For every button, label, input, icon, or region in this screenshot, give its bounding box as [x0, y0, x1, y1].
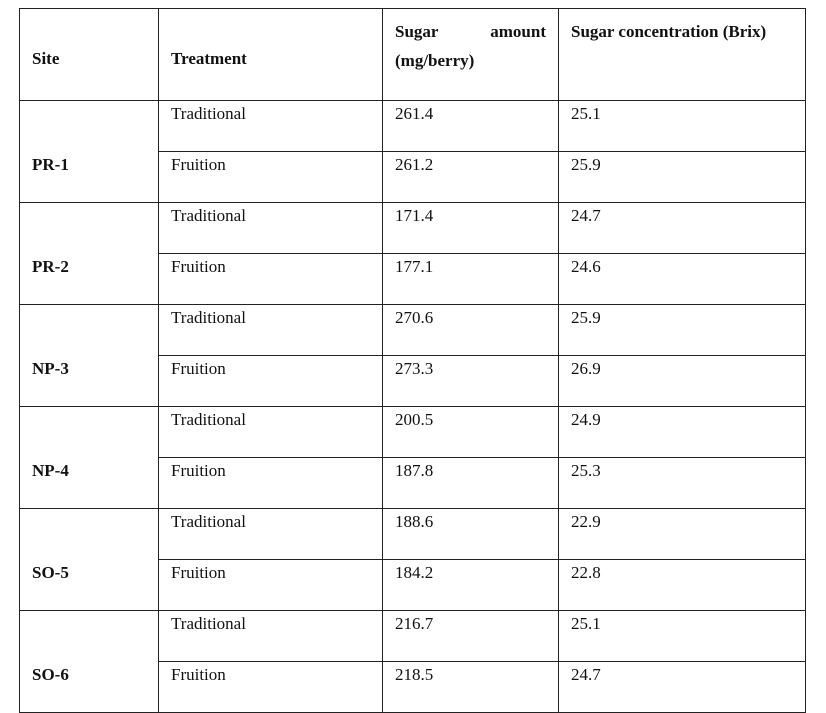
amount-cell: 261.2: [382, 151, 559, 203]
amount-cell: 216.7: [382, 610, 559, 662]
brix-cell: 22.9: [558, 508, 806, 560]
brix-cell: 25.1: [558, 100, 806, 152]
table-row: Fruition 261.2 25.9: [20, 151, 806, 203]
treatment-cell: Traditional: [158, 304, 383, 356]
brix-cell: 25.9: [558, 304, 806, 356]
page: {"table": { "columns": ["Site", "Treatme…: [19, 8, 806, 713]
table-row: NP-3 Traditional 270.6 25.9: [19, 304, 806, 407]
data-table: Site Treatment Sugar amount (mg/berry) S…: [19, 8, 806, 713]
brix-cell: 26.9: [558, 355, 806, 407]
table-row: SO-5 Traditional 188.6 22.9: [19, 508, 806, 611]
brix-cell: 25.1: [558, 610, 806, 662]
column-header: Treatment: [158, 8, 383, 101]
amount-cell: 218.5: [382, 661, 559, 713]
treatment-cell: Traditional: [158, 406, 383, 458]
amount-cell: 273.3: [382, 355, 559, 407]
amount-cell: 188.6: [382, 508, 559, 560]
treatment-cell: Fruition: [158, 559, 383, 611]
site-cell: PR-2: [19, 202, 159, 305]
table-body: PR-1 Traditional 261.4 25.1 Fruition 261.2 25.…: [19, 100, 806, 713]
amount-cell: 270.6: [382, 304, 559, 356]
brix-cell: 24.7: [558, 202, 806, 254]
treatment-cell: Fruition: [158, 253, 383, 305]
treatment-cell: Traditional: [158, 610, 383, 662]
amount-cell: 177.1: [382, 253, 559, 305]
treatment-cell: Traditional: [158, 100, 383, 152]
brix-cell: 25.3: [558, 457, 806, 509]
treatment-cell: Fruition: [158, 661, 383, 713]
site-cell: NP-4: [19, 406, 159, 509]
site-cell: SO-5: [19, 508, 159, 611]
site-cell: SO-6: [19, 610, 159, 713]
brix-cell: 25.9: [558, 151, 806, 203]
brix-cell: 24.9: [558, 406, 806, 458]
brix-cell: 22.8: [558, 559, 806, 611]
amount-cell: 184.2: [382, 559, 559, 611]
amount-cell: 261.4: [382, 100, 559, 152]
table-row: Fruition 184.2 22.8: [20, 559, 806, 611]
header-row: Site Treatment Sugar amount (mg/berry) S…: [19, 8, 806, 101]
column-header: Site: [19, 8, 159, 101]
table-row: Fruition 273.3 26.9: [20, 355, 806, 407]
table-row: PR-2 Traditional 171.4 24.7: [19, 202, 806, 305]
column-header: Sugar concentration (Brix): [558, 8, 806, 101]
table-row: SO-6 Traditional 216.7 25.1: [19, 610, 806, 713]
amount-cell: 187.8: [382, 457, 559, 509]
treatment-cell: Traditional: [158, 508, 383, 560]
site-cell: PR-1: [19, 100, 159, 203]
table-row: Fruition 187.8 25.3: [20, 457, 806, 509]
brix-cell: 24.6: [558, 253, 806, 305]
site-cell: NP-3: [19, 304, 159, 407]
treatment-cell: Fruition: [158, 355, 383, 407]
table-row: PR-1 Traditional 261.4 25.1: [19, 100, 806, 203]
brix-cell: 24.7: [558, 661, 806, 713]
table-row: NP-4 Traditional 200.5 24.9: [19, 406, 806, 509]
treatment-cell: Fruition: [158, 151, 383, 203]
treatment-cell: Traditional: [158, 202, 383, 254]
column-header: Sugar amount (mg/berry): [382, 8, 559, 101]
amount-cell: 171.4: [382, 202, 559, 254]
treatment-cell: Fruition: [158, 457, 383, 509]
table-row: Fruition 177.1 24.6: [20, 253, 806, 305]
amount-cell: 200.5: [382, 406, 559, 458]
